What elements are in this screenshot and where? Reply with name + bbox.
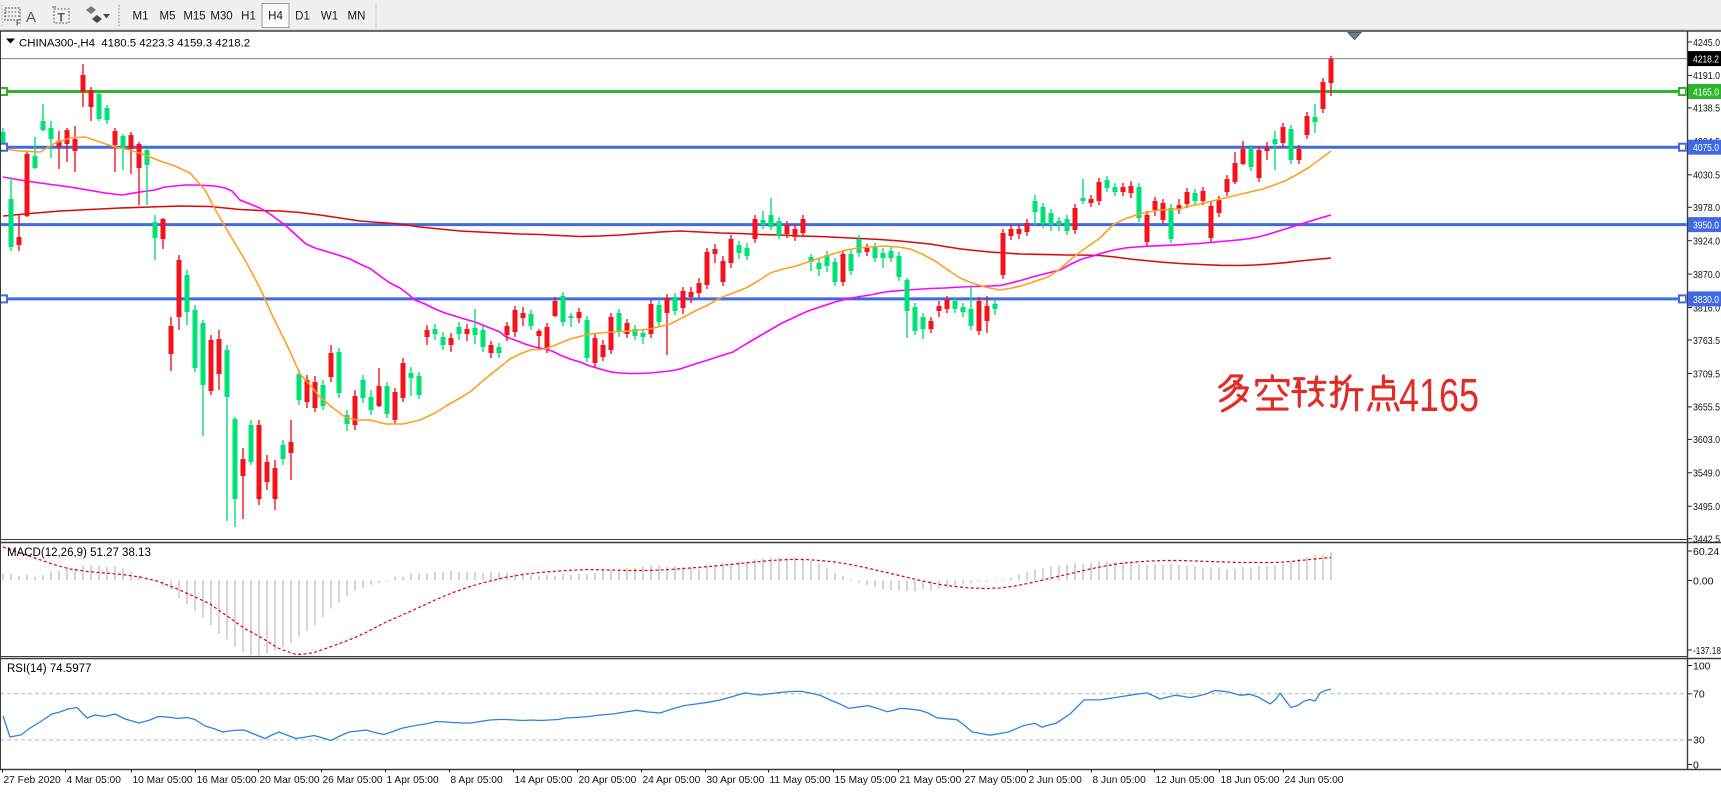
svg-text:MACD(12,26,9) 51.27 38.13: MACD(12,26,9) 51.27 38.13	[7, 547, 151, 559]
svg-text:16 Mar 05:00: 16 Mar 05:00	[197, 775, 257, 786]
svg-text:26 Mar 05:00: 26 Mar 05:00	[323, 775, 383, 786]
svg-text:15 May 05:00: 15 May 05:00	[835, 775, 897, 786]
svg-text:M15: M15	[183, 11, 205, 23]
svg-text:D1: D1	[295, 11, 310, 23]
svg-text:MN: MN	[348, 11, 366, 23]
svg-text:M30: M30	[210, 11, 232, 23]
svg-text:30: 30	[1693, 735, 1705, 747]
svg-text:3950.0: 3950.0	[1693, 220, 1719, 232]
svg-text:4218.2: 4218.2	[1693, 54, 1719, 66]
svg-text:3495.0: 3495.0	[1693, 501, 1720, 513]
svg-text:RSI(14) 74.5977: RSI(14) 74.5977	[7, 663, 91, 675]
svg-text:20 Mar 05:00: 20 Mar 05:00	[260, 775, 320, 786]
svg-text:60.24: 60.24	[1693, 546, 1719, 558]
svg-text:4075.0: 4075.0	[1693, 142, 1719, 154]
svg-text:10 Mar 05:00: 10 Mar 05:00	[133, 775, 193, 786]
svg-text:0: 0	[1693, 759, 1699, 771]
svg-text:3655.5: 3655.5	[1693, 402, 1720, 414]
svg-text:24 Apr 05:00: 24 Apr 05:00	[643, 775, 701, 786]
svg-text:3603.0: 3603.0	[1693, 434, 1720, 446]
svg-text:H1: H1	[241, 11, 256, 23]
svg-text:M5: M5	[160, 11, 176, 23]
svg-text:3549.0: 3549.0	[1693, 468, 1720, 480]
svg-text:11 May 05:00: 11 May 05:00	[770, 775, 831, 786]
svg-text:4 Mar 05:00: 4 Mar 05:00	[67, 775, 122, 786]
svg-text:4165.0: 4165.0	[1693, 87, 1719, 99]
svg-text:14 Apr 05:00: 14 Apr 05:00	[515, 775, 573, 786]
svg-text:27 May 05:00: 27 May 05:00	[965, 775, 1027, 786]
svg-text:8 Jun 05:00: 8 Jun 05:00	[1093, 775, 1147, 786]
svg-text:T: T	[58, 11, 66, 25]
svg-text:4191.0: 4191.0	[1693, 70, 1720, 82]
svg-text:-137.18: -137.18	[1693, 645, 1721, 657]
svg-text:21 May 05:00: 21 May 05:00	[900, 775, 962, 786]
svg-text:18 Jun 05:00: 18 Jun 05:00	[1221, 775, 1280, 786]
svg-text:8 Apr 05:00: 8 Apr 05:00	[451, 775, 503, 786]
svg-text:12 Jun 05:00: 12 Jun 05:00	[1156, 775, 1215, 786]
svg-text:CHINA300-,H4 4180.5 4223.3 41: CHINA300-,H4 4180.5 4223.3 4159.3 4218.2	[19, 38, 250, 50]
svg-text:A: A	[26, 9, 36, 26]
svg-text:H4: H4	[268, 11, 283, 23]
svg-text:3924.0: 3924.0	[1693, 236, 1720, 248]
svg-text:3830.0: 3830.0	[1693, 294, 1719, 306]
svg-text:F: F	[16, 19, 21, 28]
svg-text:M1: M1	[133, 11, 149, 23]
svg-text:4245.0: 4245.0	[1693, 37, 1720, 49]
svg-text:3870.0: 3870.0	[1693, 269, 1720, 281]
svg-text:4138.5: 4138.5	[1693, 103, 1720, 115]
svg-text:3763.5: 3763.5	[1693, 335, 1720, 347]
svg-text:30 Apr 05:00: 30 Apr 05:00	[707, 775, 765, 786]
svg-text:1 Apr 05:00: 1 Apr 05:00	[387, 775, 439, 786]
svg-text:3709.5: 3709.5	[1693, 368, 1720, 380]
svg-text:24 Jun 05:00: 24 Jun 05:00	[1285, 775, 1344, 786]
svg-text:3442.5: 3442.5	[1693, 534, 1720, 546]
svg-text:3978.0: 3978.0	[1693, 202, 1720, 214]
svg-text:2 Jun 05:00: 2 Jun 05:00	[1029, 775, 1083, 786]
svg-text:4030.5: 4030.5	[1693, 170, 1720, 182]
svg-text:20 Apr 05:00: 20 Apr 05:00	[579, 775, 637, 786]
svg-text:100: 100	[1693, 660, 1711, 672]
svg-text:0.00: 0.00	[1693, 575, 1714, 587]
svg-text:4165: 4165	[1399, 369, 1479, 421]
svg-text:70: 70	[1693, 689, 1705, 701]
svg-text:27 Feb 2020: 27 Feb 2020	[4, 775, 62, 786]
svg-text:W1: W1	[321, 11, 338, 23]
